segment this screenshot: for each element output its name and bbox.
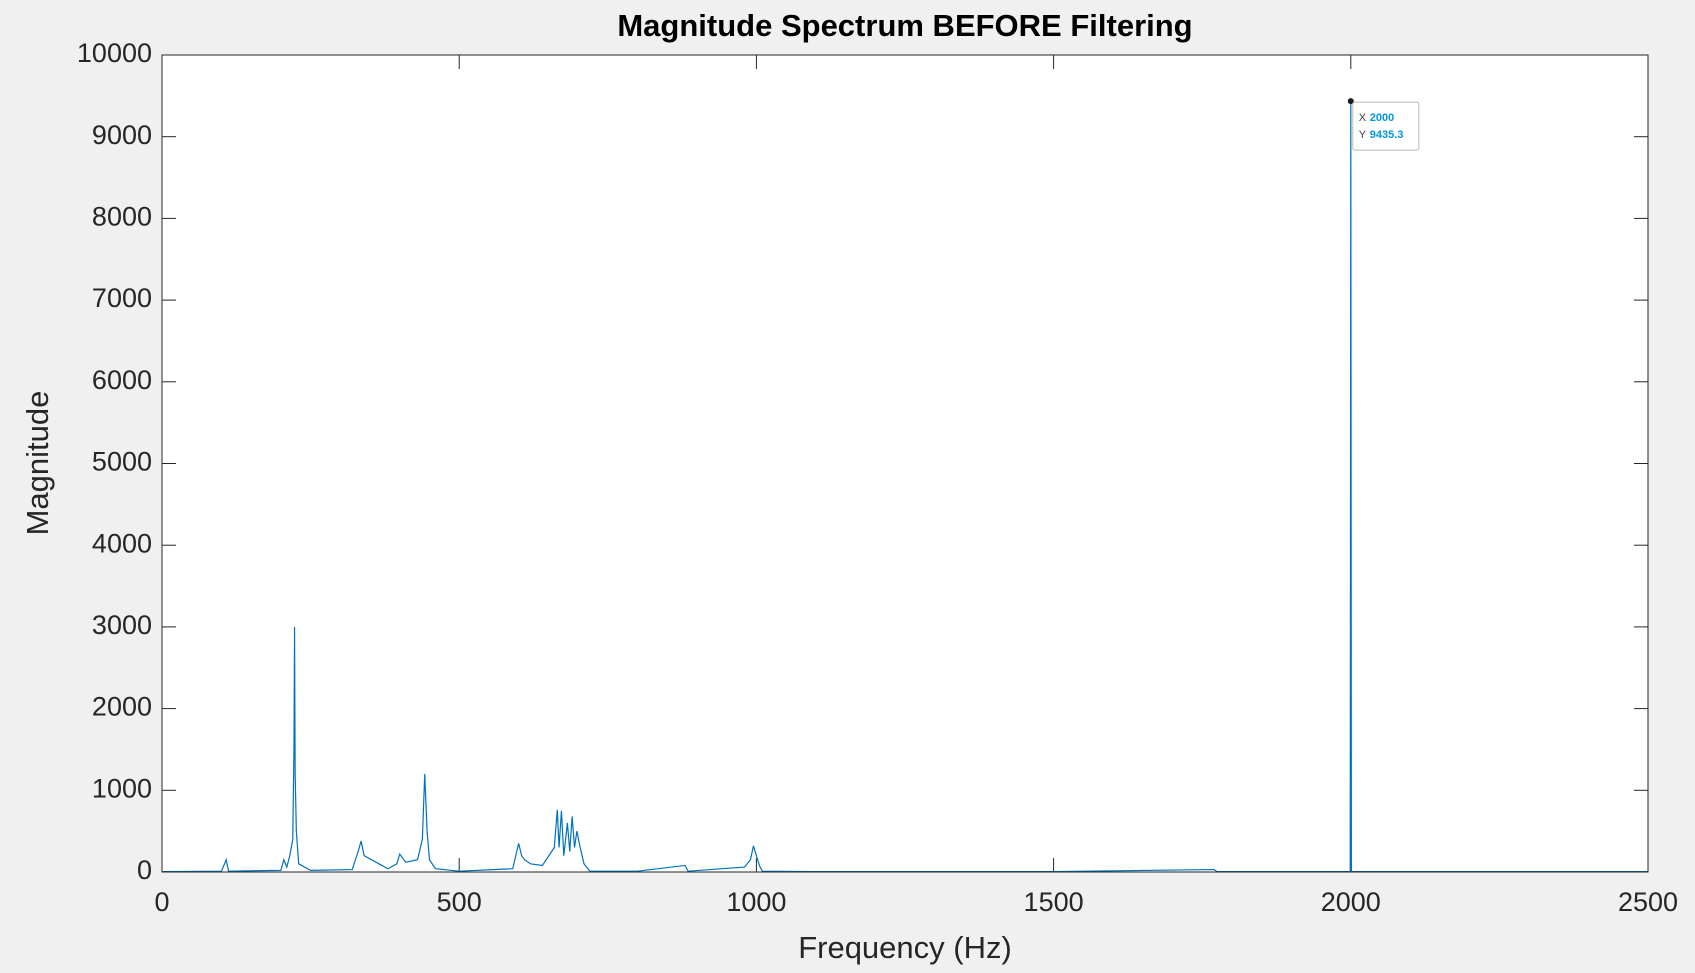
y-tick-label: 2000 bbox=[92, 692, 152, 722]
datatip-y-name: Y bbox=[1359, 129, 1367, 141]
y-tick-label: 5000 bbox=[92, 447, 152, 477]
datatip-x-value: 2000 bbox=[1370, 112, 1394, 124]
x-tick-label: 0 bbox=[154, 887, 169, 917]
x-axis-label: Frequency (Hz) bbox=[798, 930, 1012, 965]
datatip-box bbox=[1352, 101, 1420, 151]
y-axis-label: Magnitude bbox=[20, 391, 55, 536]
y-tick-label: 8000 bbox=[92, 202, 152, 232]
chart-title: Magnitude Spectrum BEFORE Filtering bbox=[617, 8, 1192, 43]
x-tick-label: 500 bbox=[437, 887, 482, 917]
x-tick-label: 2000 bbox=[1321, 887, 1381, 917]
y-tick-label: 9000 bbox=[92, 120, 152, 150]
y-tick-label: 10000 bbox=[77, 38, 152, 68]
y-tick-label: 6000 bbox=[92, 365, 152, 395]
x-tick-label: 1000 bbox=[726, 887, 786, 917]
axes-box bbox=[161, 54, 1649, 873]
datatip-y-value: 9435.3 bbox=[1370, 129, 1404, 141]
y-tick-label: 3000 bbox=[92, 610, 152, 640]
x-tick-label: 2500 bbox=[1618, 887, 1678, 917]
x-tick-label: 1500 bbox=[1024, 887, 1084, 917]
y-tick-label: 4000 bbox=[92, 528, 152, 558]
spectrum-line bbox=[161, 101, 1648, 873]
y-tick-label: 0 bbox=[137, 855, 152, 885]
y-tick-label: 1000 bbox=[92, 773, 152, 803]
y-tick-label: 7000 bbox=[92, 283, 152, 313]
datatip-x-name: X bbox=[1359, 112, 1367, 124]
datatip-marker bbox=[1347, 98, 1354, 105]
plot-area bbox=[162, 55, 1648, 872]
